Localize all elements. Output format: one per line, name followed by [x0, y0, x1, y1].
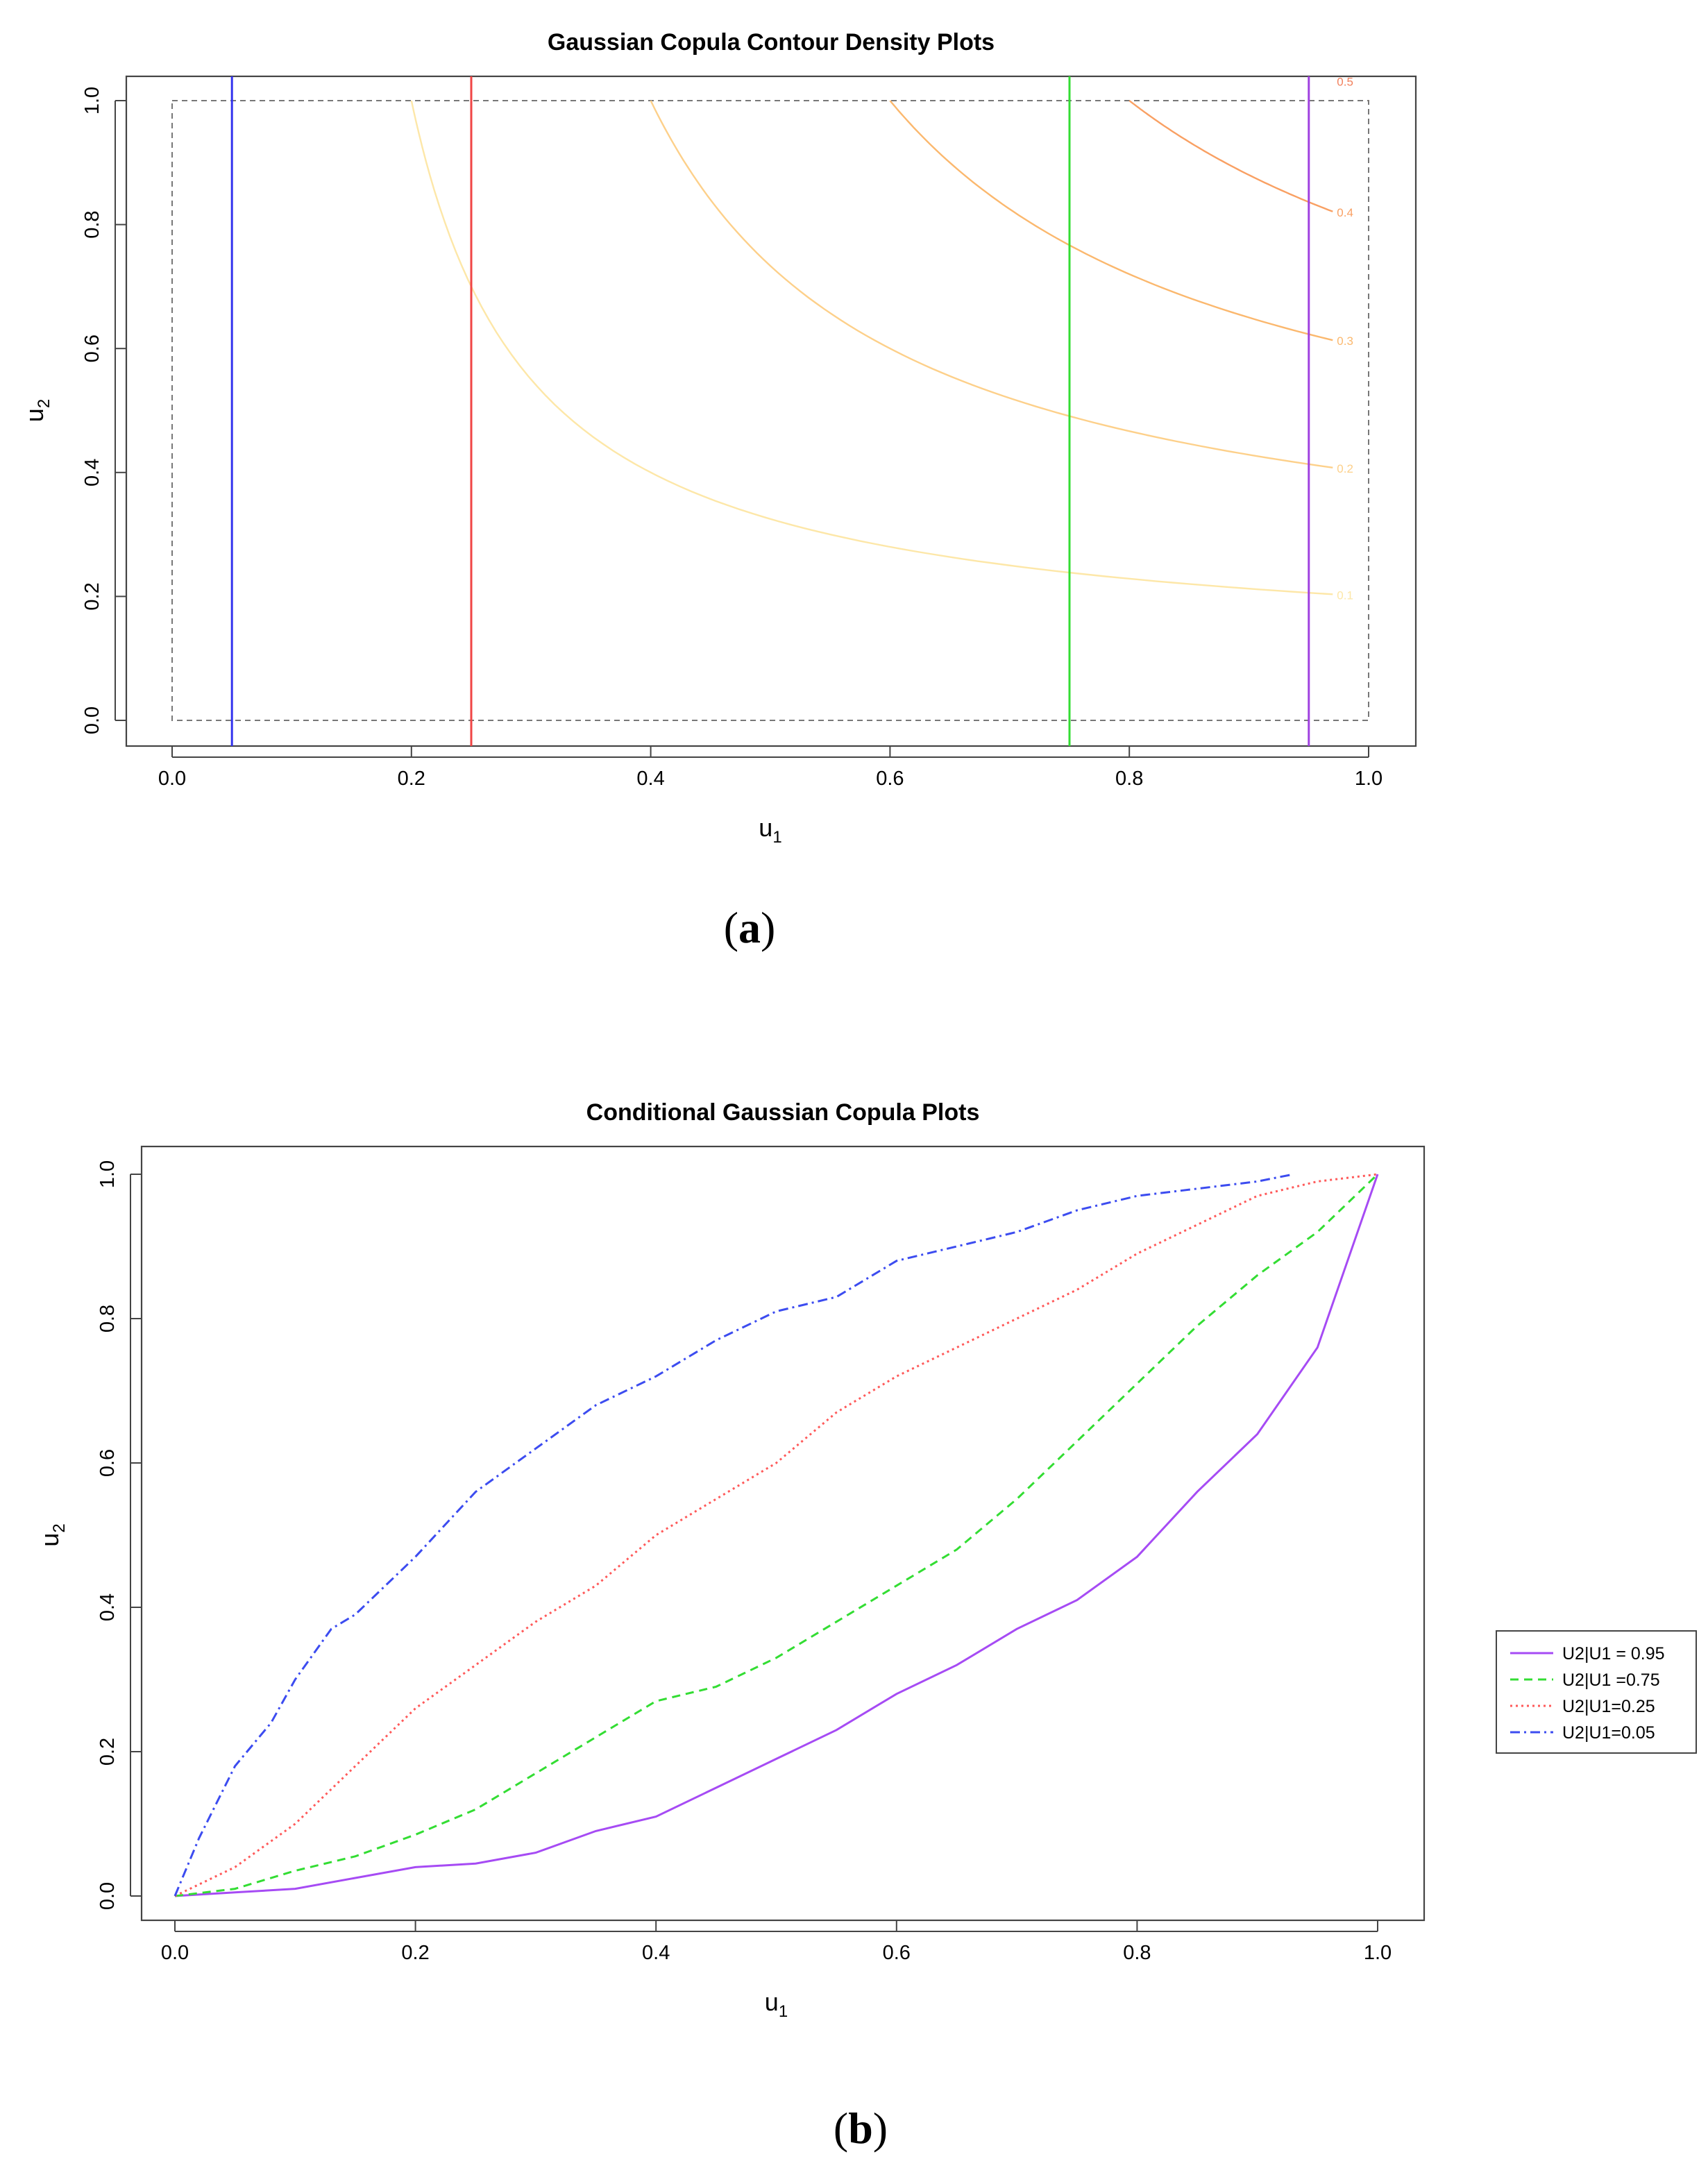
panel-a-title: Gaussian Copula Contour Density Plots	[548, 29, 995, 56]
panel-a-y-tick-label: 0.8	[81, 210, 103, 238]
panel-b-legend-label: U2|U1 =0.75	[1562, 1670, 1660, 1690]
panel-a-contour-label: 0.5	[1337, 76, 1353, 89]
panel-a-x-tick-label: 1.0	[1355, 768, 1383, 790]
panel-a-x-axis-label-sub: 1	[772, 828, 781, 847]
panel-a-caption: (a)	[723, 903, 776, 952]
panel-a-x-tick-label: 0.4	[636, 768, 664, 790]
panel-b-plot-frame	[140, 1145, 1426, 1922]
panel-b-series-line-1	[174, 1174, 1379, 1897]
panel-a-y-axis-label-sub: 2	[35, 399, 53, 408]
panel-b-legend: U2|U1 = 0.95 U2|U1 =0.75 U2|U1=0.25 U2|U1=0…	[1496, 1630, 1697, 1754]
panel-b-x-tick-label: 0.2	[401, 1942, 429, 1964]
panel-b-title: Conditional Gaussian Copula Plots	[586, 1099, 980, 1126]
conditional-copula-chart: Conditional Gaussian Copula Plots 0.0 0.2 0…	[35, 1099, 1697, 2021]
panel-a-x-tick-label: 0.6	[876, 768, 904, 790]
panel-a-contour-label: 0.4	[1337, 206, 1353, 219]
panel-a-unit-square	[171, 100, 1369, 721]
panel-b-y-tick-label: 1.0	[96, 1160, 119, 1188]
panel-a-x-axis-label-main: u	[759, 813, 772, 842]
panel-a-contour-label: 0.3	[1337, 335, 1353, 348]
panel-a-y-axis-label-main: u	[20, 408, 49, 422]
panel-b-legend-label: U2|U1=0.25	[1562, 1697, 1655, 1716]
panel-a-y-tick-label: 0.0	[81, 706, 103, 734]
panel-a-y-tick-label: 0.4	[81, 459, 103, 486]
panel-b-y-tick-label: 0.2	[96, 1738, 119, 1766]
panel-a-y-tick-label: 0.6	[81, 335, 103, 362]
panel-b-series-line-2	[174, 1173, 1379, 1897]
panel-b-x-tick-label: 0.6	[883, 1942, 911, 1964]
panel-a-x-tick-label: 0.8	[1115, 768, 1143, 790]
panel-b-x-tick-label: 0.4	[642, 1942, 670, 1964]
panel-b-y-axis-label-sub: 2	[50, 1523, 69, 1532]
contour-density-chart: Gaussian Copula Contour Density Plots 0.0…	[20, 29, 1417, 847]
panel-b-x-axis-label-sub: 1	[779, 2002, 788, 2021]
panel-b-x-axis-label: u1	[765, 1988, 788, 2021]
panel-b-series-line-3	[174, 1173, 1378, 1897]
panel-b-y-tick-label: 0.6	[96, 1449, 119, 1477]
panel-a-contour-1	[410, 100, 1333, 595]
panel-b-y-tick-label: 0.0	[96, 1882, 119, 1910]
panel-b-legend-label: U2|U1 = 0.95	[1562, 1644, 1665, 1664]
panel-a-y-tick-label: 0.2	[81, 582, 103, 610]
panel-a-y-axis-label: u2	[20, 399, 53, 422]
panel-b-y-axis-label: u2	[35, 1523, 69, 1546]
panel-a-contour-label: 0.2	[1337, 462, 1353, 475]
panel-b-y-tick-label: 0.8	[96, 1305, 119, 1332]
panel-a-y-tick-label: 1.0	[81, 87, 103, 115]
panel-b-y-tick-label: 0.4	[96, 1593, 119, 1621]
panel-b-x-tick-label: 1.0	[1364, 1942, 1392, 1964]
panel-a-contour-label: 0.1	[1337, 589, 1353, 602]
panel-a-contour-4	[1128, 100, 1333, 212]
panel-a-x-axis-label: u1	[759, 813, 781, 847]
panel-b-legend-label: U2|U1=0.05	[1562, 1723, 1655, 1743]
panel-b-series-line-4	[174, 1173, 1294, 1897]
panel-a-x-tick-label: 0.0	[158, 768, 186, 790]
panel-a-contour-2	[650, 100, 1333, 468]
panel-b-x-axis-label-main: u	[765, 1988, 779, 2016]
panel-b-legend-box	[1496, 1630, 1697, 1754]
panel-b-caption: (b)	[833, 2104, 888, 2153]
panel-b-y-axis-label-main: u	[35, 1533, 64, 1547]
panel-a-contour-3	[889, 100, 1333, 341]
panel-b-x-tick-label: 0.0	[161, 1942, 189, 1964]
panel-b-x-tick-label: 0.8	[1123, 1942, 1151, 1964]
panel-a-x-tick-label: 0.2	[398, 768, 425, 790]
panel-a-plot-frame	[125, 75, 1417, 747]
